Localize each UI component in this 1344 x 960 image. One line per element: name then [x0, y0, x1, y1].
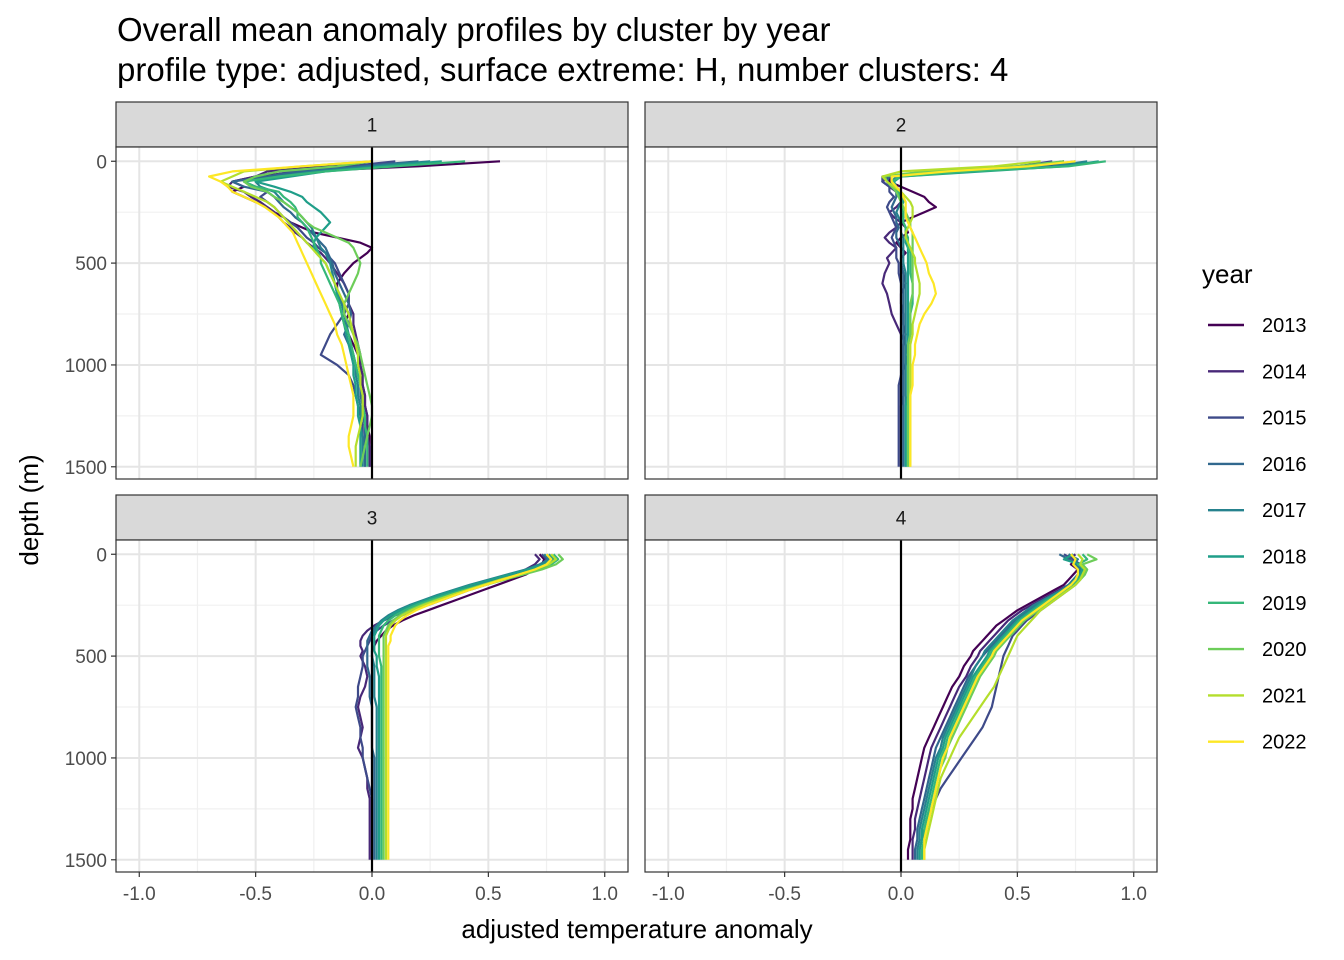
facet-strip-label: 1 [367, 116, 378, 137]
legend-label: 2018 [1262, 547, 1307, 569]
series-line-2019 [377, 553, 560, 860]
facet-panel-3: 3 [115, 494, 629, 873]
chart-subtitle: profile type: adjusted, surface extreme:… [117, 51, 1008, 88]
legend-entry-2017: 2017 [1208, 500, 1307, 522]
x-tick-label: 0.5 [1004, 884, 1030, 905]
series-line-2015 [881, 160, 1053, 467]
legend-label: 2015 [1262, 408, 1307, 430]
x-tick-label: -0.5 [768, 884, 801, 905]
series-line-2020 [242, 160, 374, 468]
y-tick-label: 500 [75, 647, 107, 668]
axes: 0 500 1000 1500 0 500 1000 1500 -1.0 -0.5 0.0 0.5 1.… [65, 152, 1147, 905]
x-tick-label: -1.0 [123, 884, 156, 905]
legend-entry-2018: 2018 [1208, 547, 1307, 569]
series-line-2013 [906, 553, 1080, 860]
facet-strip [644, 101, 1158, 148]
series-line-2022 [890, 160, 1076, 467]
legend-entry-2020: 2020 [1208, 639, 1307, 661]
y-tick-label: 1000 [65, 356, 107, 377]
series-line-2020 [883, 160, 1065, 467]
y-tick-label: 1500 [65, 851, 107, 872]
series-line-2021 [923, 553, 1087, 860]
y-tick-label: 1500 [65, 458, 107, 479]
legend-entry-2022: 2022 [1208, 732, 1307, 754]
series-lines [906, 553, 1098, 860]
legend-label: 2022 [1262, 732, 1307, 754]
y-tick-label: 500 [75, 254, 107, 275]
y-tick-label: 0 [96, 152, 107, 173]
panel-border [644, 146, 1158, 480]
panel-border [115, 146, 629, 480]
series-line-2022 [387, 553, 553, 860]
facet-panels: 1 2 3 4 [115, 101, 1158, 873]
legend-label: 2016 [1262, 454, 1307, 476]
chart-title: Overall mean anomaly profiles by cluster… [117, 11, 830, 48]
facet-panel-1: 1 [115, 101, 629, 480]
legend-entry-2015: 2015 [1208, 408, 1307, 430]
legend-entry-2019: 2019 [1208, 593, 1307, 615]
legend-label: 2013 [1262, 315, 1307, 337]
series-line-2018 [373, 553, 555, 860]
legend: year 2013 2014 2015 2016 2017 2018 2019 2020 202… [1202, 259, 1307, 754]
x-axis-label: adjusted temperature anomaly [461, 914, 812, 944]
legend-entry-2021: 2021 [1208, 685, 1307, 707]
series-line-2021 [219, 160, 373, 467]
x-tick-label: 1.0 [592, 884, 618, 905]
series-line-2019 [920, 553, 1089, 860]
facet-strip [115, 494, 629, 541]
series-lines [208, 160, 501, 468]
y-tick-label: 0 [96, 545, 107, 566]
legend-label: 2017 [1262, 500, 1307, 522]
x-tick-label: 0.0 [359, 884, 385, 905]
series-line-2017 [254, 160, 431, 467]
facet-panel-4: 4 [644, 494, 1158, 873]
legend-entry-2013: 2013 [1208, 315, 1307, 337]
facet-panel-2: 2 [644, 101, 1158, 480]
facet-strip-label: 4 [896, 509, 907, 530]
series-line-2022 [208, 160, 373, 468]
legend-label: 2021 [1262, 685, 1307, 707]
legend-title: year [1202, 259, 1253, 289]
legend-label: 2014 [1262, 361, 1307, 383]
x-tick-label: -1.0 [652, 884, 685, 905]
series-line-2017 [916, 553, 1082, 860]
y-tick-label: 1000 [65, 749, 107, 770]
facet-strip-label: 3 [367, 509, 378, 530]
x-tick-label: -0.5 [239, 884, 272, 905]
x-tick-label: 1.0 [1121, 884, 1147, 905]
y-axis-label: depth (m) [14, 454, 44, 565]
legend-entry-2014: 2014 [1208, 361, 1307, 383]
legend-label: 2020 [1262, 639, 1307, 661]
facet-strip [115, 101, 629, 148]
x-tick-label: 0.0 [888, 884, 914, 905]
facet-strip-label: 2 [896, 116, 907, 137]
series-line-2022 [923, 553, 1080, 860]
legend-entry-2016: 2016 [1208, 454, 1307, 476]
x-tick-label: 0.5 [475, 884, 501, 905]
legend-label: 2019 [1262, 593, 1307, 615]
